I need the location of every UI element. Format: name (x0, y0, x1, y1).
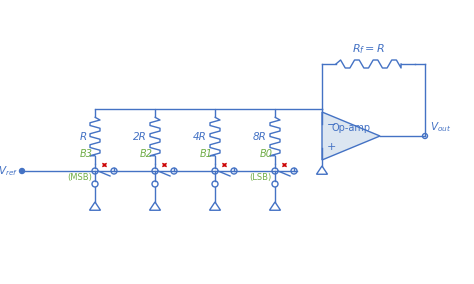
Text: $V_{ref}$: $V_{ref}$ (0, 164, 18, 178)
Text: (LSB): (LSB) (250, 173, 272, 182)
Polygon shape (322, 112, 380, 160)
Text: 4R: 4R (193, 131, 207, 141)
Text: $V_{out}$: $V_{out}$ (430, 120, 451, 134)
Text: B1: B1 (200, 149, 213, 159)
Circle shape (19, 168, 25, 174)
Text: R: R (80, 131, 87, 141)
Text: 2R: 2R (133, 131, 147, 141)
Text: −: − (327, 120, 337, 130)
Text: +: + (327, 141, 337, 152)
Text: 8R: 8R (253, 131, 267, 141)
Text: B0: B0 (260, 149, 273, 159)
Text: B2: B2 (140, 149, 153, 159)
Text: $R_f = R$: $R_f = R$ (352, 42, 385, 56)
Text: (MSB): (MSB) (67, 173, 92, 182)
Text: Op-amp: Op-amp (331, 123, 371, 133)
Text: B3: B3 (80, 149, 93, 159)
